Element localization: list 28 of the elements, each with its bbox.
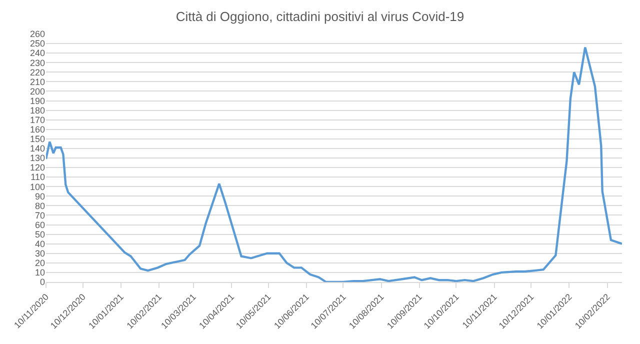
y-tick-label: 40 [34, 239, 45, 249]
y-tick-label: 250 [30, 38, 45, 49]
y-tick-label: 30 [34, 248, 45, 259]
y-tick-label: 20 [34, 258, 45, 268]
y-tick-label: 150 [30, 134, 45, 144]
y-tick-label: 0 [40, 277, 45, 288]
y-tick-label: 100 [30, 182, 45, 192]
y-tick-label: 110 [30, 172, 45, 182]
y-tick-label: 60 [34, 220, 45, 230]
y-tick-label: 70 [34, 210, 45, 220]
y-tick-label: 210 [30, 76, 45, 87]
y-tick-label: 120 [30, 162, 45, 173]
y-tick-label: 160 [30, 124, 45, 135]
y-tick-label: 190 [30, 96, 45, 106]
y-tick-label: 130 [30, 153, 45, 164]
y-tick-label: 80 [34, 200, 45, 211]
y-tick-label: 260 [30, 29, 45, 40]
y-tick-label: 90 [34, 191, 45, 202]
y-tick-label: 240 [30, 48, 45, 58]
y-tick-label: 180 [30, 105, 45, 116]
y-tick-label: 170 [30, 115, 45, 125]
y-tick-label: 220 [30, 67, 45, 78]
y-tick-label: 140 [30, 144, 45, 154]
y-tick-label: 10 [34, 268, 45, 278]
y-tick-label: 50 [34, 229, 45, 240]
chart-title: Città di Oggiono, cittadini positivi al virus Covid-19 [176, 9, 464, 24]
y-tick-label: 230 [30, 58, 45, 68]
y-tick-label: 200 [30, 86, 45, 96]
